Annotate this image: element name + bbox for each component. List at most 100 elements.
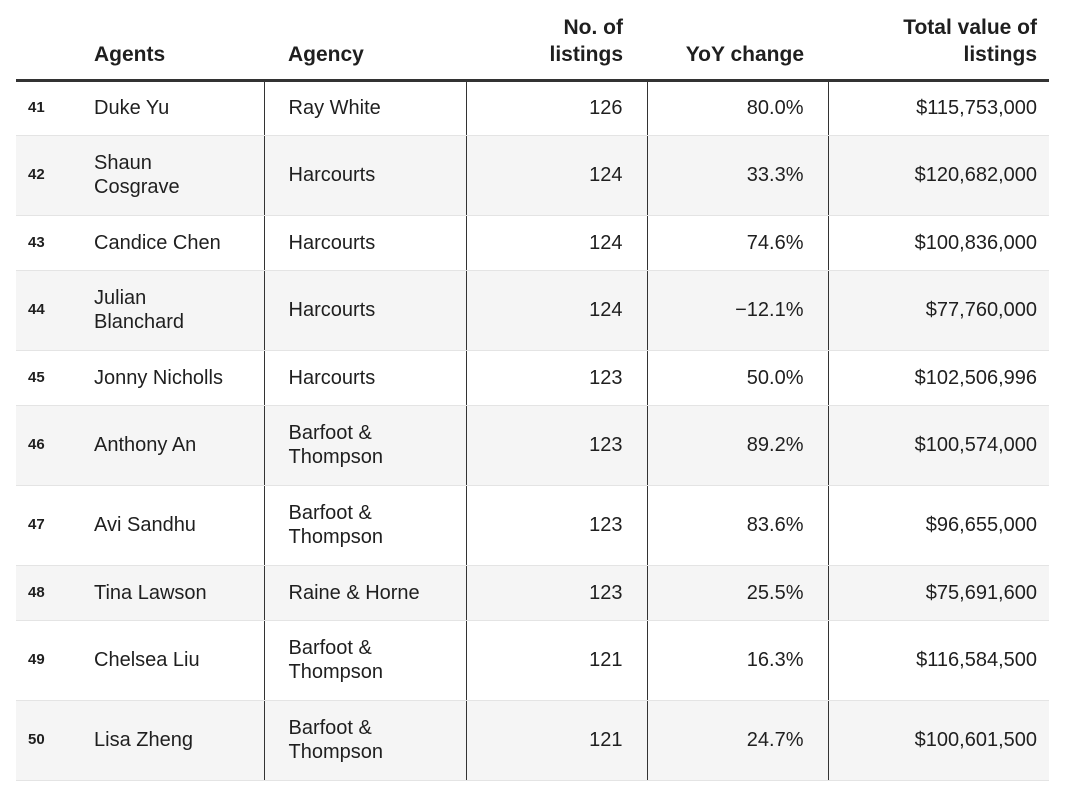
yoy-change-cell: 16.3% [647,620,829,701]
agency-name-line: Barfoot & [288,717,372,739]
rank-cell: 49 [16,620,78,701]
column-header-yoy: YoY change [647,0,828,82]
agency-cell: Ray White [264,80,467,136]
yoy-change-cell: 80.0% [647,80,829,136]
agent-name-line: Chelsea Liu [94,649,200,671]
listings-count-cell: 124 [466,135,648,216]
column-header-total-line: Total value of [903,15,1037,39]
agent-name-line: Julian [94,287,147,309]
total-value-cell: $116,584,500 [828,620,1049,701]
rank-cell: 47 [16,485,78,566]
column-header-listings-line: No. of [563,15,623,39]
total-value-cell: $96,655,000 [828,485,1049,566]
total-value-cell: $100,836,000 [828,215,1049,271]
agent-name-cell: Jonny Nicholls [78,350,265,406]
agency-name-line: Barfoot & [288,422,372,444]
agency-cell: Harcourts [264,135,467,216]
agency-name-line: Thompson [288,526,384,548]
agents-table-container: Agents Agency No. of listings YoY change… [16,0,1049,781]
agent-name-cell: Shaun Cosgrave [78,135,265,216]
listings-count-cell: 121 [466,620,648,701]
listings-count-cell: 121 [466,700,648,781]
table-row: 49 Chelsea Liu Barfoot & Thompson 121 16.3% $1… [16,620,1049,701]
agent-name-cell: Julian Blanchard [78,270,265,351]
table-row: 46 Anthony An Barfoot & Thompson 123 89.2% $10… [16,405,1049,486]
table-row: 45 Jonny Nicholls Harcourts 123 50.0% $102,50… [16,350,1049,406]
table-row: 43 Candice Chen Harcourts 124 74.6% $100,836,… [16,215,1049,271]
rank-cell: 46 [16,405,78,486]
agent-name-line: Candice Chen [94,231,221,254]
yoy-change-cell: 50.0% [647,350,829,406]
agent-name-cell: Duke Yu [78,80,265,136]
rank-cell: 48 [16,565,78,621]
agency-name-line: Raine & Horne [288,581,420,604]
total-value-cell: $100,601,500 [828,700,1049,781]
agent-name-line: Shaun [94,152,152,174]
agency-name-line: Harcourts [288,231,376,254]
agency-name-line: Thompson [288,741,384,763]
total-value-cell: $77,760,000 [828,270,1049,351]
agent-name-cell: Chelsea Liu [78,620,265,701]
yoy-change-cell: 83.6% [647,485,829,566]
total-value-cell: $102,506,996 [828,350,1049,406]
table-row: 41 Duke Yu Ray White 126 80.0% $115,753,000 [16,80,1049,136]
rank-cell: 41 [16,80,78,136]
agency-cell: Barfoot & Thompson [264,405,467,486]
agent-name-line: Jonny Nicholls [94,366,223,389]
agent-name-line: Avi Sandhu [94,514,196,536]
agency-cell: Harcourts [264,350,467,406]
rank-cell: 42 [16,135,78,216]
column-header-agents: Agents [78,0,264,82]
agent-name-line: Anthony An [94,434,197,456]
column-header-total-line: listings [963,42,1037,66]
agency-name-line: Thompson [288,661,384,683]
agency-name-line: Thompson [288,446,384,468]
yoy-change-cell: 24.7% [647,700,829,781]
total-value-cell: $100,574,000 [828,405,1049,486]
agency-cell: Barfoot & Thompson [264,700,467,781]
yoy-change-cell: 74.6% [647,215,829,271]
column-header-agency: Agency [264,0,466,82]
table-row: 50 Lisa Zheng Barfoot & Thompson 121 24.7% $10… [16,700,1049,781]
listings-count-cell: 126 [466,80,648,136]
agency-cell: Harcourts [264,270,467,351]
agency-name-line: Harcourts [288,299,376,321]
listings-count-cell: 123 [466,565,648,621]
agency-name-line: Barfoot & [288,502,372,524]
agency-name-line: Harcourts [288,366,376,389]
agent-name-cell: Anthony An [78,405,265,486]
agent-name-cell: Avi Sandhu [78,485,265,566]
agency-cell: Raine & Horne [264,565,467,621]
header-row: Agents Agency No. of listings YoY change… [16,0,1049,82]
table-row: 44 Julian Blanchard Harcourts 124 −12.1% $77,7… [16,270,1049,351]
yoy-change-cell: 33.3% [647,135,829,216]
agent-name-cell: Tina Lawson [78,565,265,621]
listings-count-cell: 124 [466,270,648,351]
table-header: Agents Agency No. of listings YoY change… [16,0,1049,82]
agent-name-line: Lisa Zheng [94,729,193,751]
listings-count-cell: 123 [466,350,648,406]
column-header-rank [16,0,78,82]
agency-name-line: Barfoot & [288,637,372,659]
column-header-listings: No. of listings [466,0,647,82]
agent-name-line: Blanchard [94,311,185,333]
agency-name-line: Ray White [288,97,381,119]
listings-count-cell: 123 [466,405,648,486]
agency-cell: Barfoot & Thompson [264,485,467,566]
rank-cell: 43 [16,215,78,271]
table-row: 42 Shaun Cosgrave Harcourts 124 33.3% $120,682… [16,135,1049,216]
agency-cell: Barfoot & Thompson [264,620,467,701]
total-value-cell: $75,691,600 [828,565,1049,621]
agency-name-line: Harcourts [288,164,376,186]
total-value-cell: $120,682,000 [828,135,1049,216]
listings-count-cell: 123 [466,485,648,566]
rank-cell: 44 [16,270,78,351]
column-header-listings-line: listings [549,42,623,66]
yoy-change-cell: 25.5% [647,565,829,621]
rank-cell: 50 [16,700,78,781]
rank-cell: 45 [16,350,78,406]
agents-table: Agents Agency No. of listings YoY change… [16,0,1049,781]
table-body: 41 Duke Yu Ray White 126 80.0% $115,753,000 42… [16,80,1049,781]
column-header-total-value: Total value of listings [828,0,1049,82]
total-value-cell: $115,753,000 [828,80,1049,136]
